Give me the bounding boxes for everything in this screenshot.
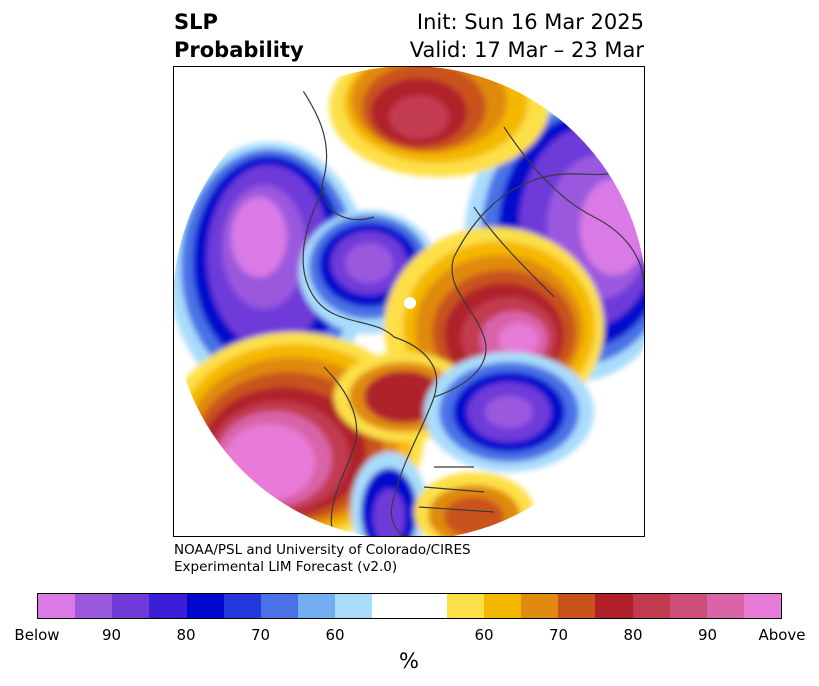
colorbar-unit-label: %: [399, 649, 419, 673]
colorbar-segment: [595, 594, 633, 618]
valid-date-label: Valid: 17 Mar – 23 Mar: [409, 38, 644, 62]
colorbar-segment: [669, 594, 707, 618]
colorbar-segment: [706, 594, 744, 618]
colorbar-tick-label: 80: [623, 626, 643, 644]
colorbar-segment: [223, 594, 261, 618]
colorbar-tick-label: 60: [325, 626, 345, 644]
colorbar-tick-label: 80: [176, 626, 196, 644]
colorbar-tick-label: 90: [697, 626, 718, 644]
colorbar-segment: [372, 594, 410, 618]
colorbar-segment: [112, 594, 150, 618]
credit-line-1: NOAA/PSL and University of Colorado/CIRE…: [174, 542, 471, 558]
probability-field: [174, 67, 644, 536]
colorbar-segment: [298, 594, 336, 618]
title-line-1: SLP: [174, 10, 218, 34]
north-pole-marker: [404, 297, 416, 309]
colorbar-tick-label: Above: [758, 626, 806, 644]
colorbar-tick-label: 70: [250, 626, 271, 644]
colorbar-segment: [260, 594, 299, 618]
colorbar-segment: [743, 594, 782, 618]
colorbar-tick-label: 90: [101, 626, 122, 644]
colorbar-tick-label: 70: [548, 626, 569, 644]
probability-map: [173, 66, 645, 537]
colorbar: [37, 593, 782, 619]
colorbar-segment: [186, 594, 224, 618]
colorbar-segment: [75, 594, 113, 618]
colorbar-segment: [521, 594, 559, 618]
forecast-dates: Init: Sun 16 Mar 2025 Valid: 17 Mar – 23…: [410, 8, 644, 64]
colorbar-tick-label: 60: [474, 626, 494, 644]
credit-text: NOAA/PSL and University of Colorado/CIRE…: [174, 542, 471, 576]
colorbar-segment: [632, 594, 670, 618]
colorbar-segment: [38, 594, 76, 618]
credit-line-2: Experimental LIM Forecast (v2.0): [174, 559, 398, 575]
map-svg: [174, 67, 644, 536]
colorbar-tick-label: Below: [14, 626, 60, 644]
colorbar-segment: [483, 594, 522, 618]
colorbar-segment: [409, 594, 447, 618]
coastlines: [293, 76, 644, 536]
map-title: SLP Probability: [174, 8, 304, 64]
colorbar-segment: [446, 594, 484, 618]
title-line-2: Probability: [174, 38, 304, 62]
colorbar-segment: [558, 594, 596, 618]
colorbar-segment: [335, 594, 373, 618]
colorbar-segment: [149, 594, 187, 618]
init-date-label: Init: Sun 16 Mar 2025: [416, 10, 644, 34]
